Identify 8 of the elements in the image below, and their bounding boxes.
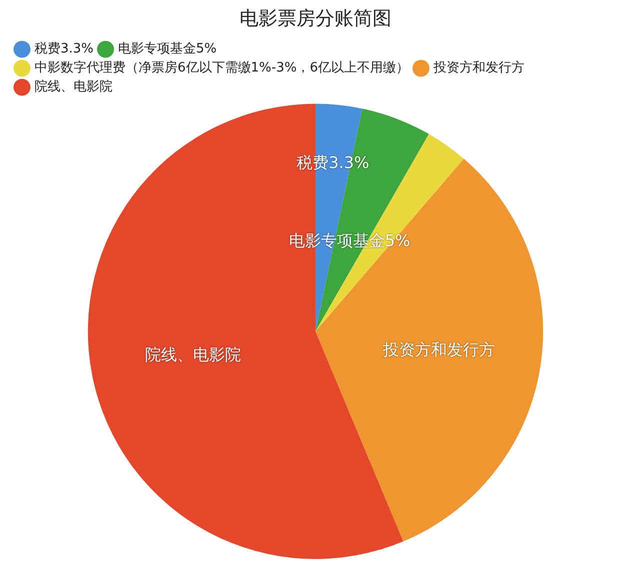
legend-label: 院线、电影院 [34,80,112,95]
legend-label: 中影数字代理费（净票房6亿以下需缴1%-3%，6亿以上不用缴） [34,60,409,76]
legend-label: 税费3.3% [34,42,94,57]
chart-title: 电影票房分账简图 [240,7,392,30]
legend-label: 电影专项基金5% [118,42,217,57]
legend-label: 投资方和发行方 [432,60,524,76]
data-label: 投资方和发行方 [382,340,496,360]
data-label: 院线、电影院 [144,345,241,364]
